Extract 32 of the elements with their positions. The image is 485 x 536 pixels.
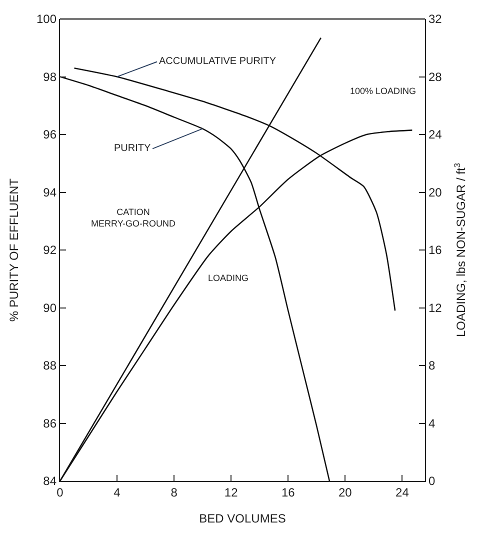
annotation: CATION MERRY-GO-ROUND [91,207,176,229]
y-tick-label: 86 [43,416,57,430]
y2-tick-label: 24 [428,128,442,142]
x-tick-label: 24 [396,486,410,500]
y-tick-label: 90 [43,300,57,315]
y2-tick-label: 20 [428,185,442,200]
x-tick-label: 8 [170,486,178,500]
y2-tick-label: 32 [428,12,442,26]
y2-tick-label: 28 [428,70,442,84]
y2-tick-label: 16 [428,243,442,258]
y2-tick-label: 8 [428,358,436,373]
y2-tick-label: 0 [428,474,436,488]
x-tick-label: 20 [338,486,352,500]
annotation: ACCUMULATIVE PURITY [159,56,276,67]
y-tick-label: 92 [43,243,57,258]
y-tick-label: 88 [43,358,57,373]
y-tick-label: 84 [43,474,57,488]
y2-tick-label: 12 [428,300,442,315]
y-tick-label: 100 [36,12,57,26]
y2-tick-label: 4 [428,416,436,430]
annotation: LOADING [208,273,249,283]
x-axis-title: BED VOLUMES [199,511,286,526]
annotation: 100% LOADING [350,86,416,96]
x-tick-label: 0 [56,486,64,500]
y-axis-title: % PURITY OF EFFLUENT [6,178,21,322]
y-tick-label: 98 [43,70,57,84]
y-tick-label: 96 [43,128,57,142]
y-tick-label: 94 [43,185,57,200]
x-tick-label: 12 [224,486,238,500]
x-tick-label: 4 [114,486,121,500]
x-tick-label: 16 [281,486,296,500]
annotation: PURITY [114,143,151,154]
